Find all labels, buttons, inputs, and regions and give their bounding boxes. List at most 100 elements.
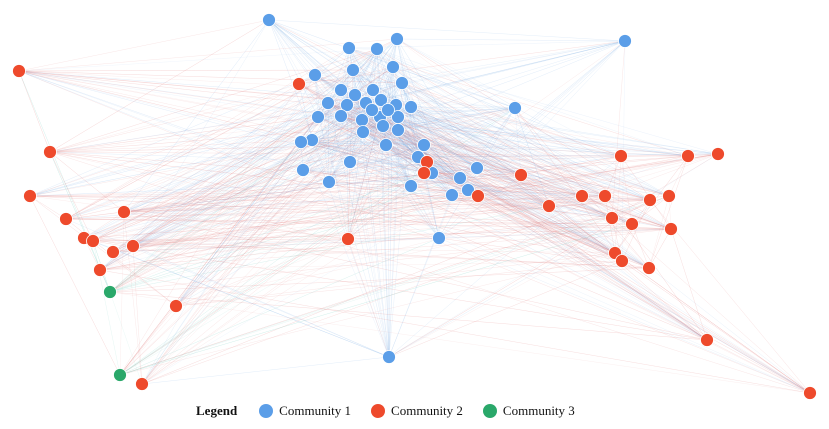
edge (112, 102, 329, 253)
legend-title: Legend (196, 403, 238, 418)
edge (396, 38, 626, 42)
edge (340, 115, 522, 176)
edge (396, 38, 419, 158)
edge (385, 144, 425, 174)
edge (388, 177, 461, 358)
edge (361, 119, 670, 197)
edge (29, 115, 342, 197)
edge (621, 260, 811, 394)
edge (29, 185, 412, 197)
edge (317, 116, 425, 146)
edge (340, 115, 412, 187)
node-community-2 (681, 149, 695, 163)
node-community-2 (93, 263, 107, 277)
edge (132, 195, 670, 247)
edge (300, 141, 330, 183)
edge (99, 269, 811, 394)
edge (29, 195, 67, 220)
edge (348, 47, 367, 104)
edge (175, 74, 316, 307)
edge (397, 107, 516, 131)
edge (99, 69, 354, 271)
edge (119, 237, 440, 376)
edge (119, 139, 313, 376)
node-community-2 (12, 64, 26, 78)
edge (397, 129, 613, 219)
edge (396, 38, 606, 197)
node-community-3 (103, 285, 117, 299)
edge (123, 181, 330, 213)
edge (376, 48, 516, 109)
node-community-2 (59, 212, 73, 226)
edge (83, 156, 419, 239)
edge (372, 40, 626, 91)
edge (119, 102, 329, 376)
edge (397, 116, 419, 158)
edge (302, 156, 419, 171)
edge (99, 107, 516, 271)
edge (397, 107, 516, 118)
node-community-1 (294, 135, 308, 149)
edge (467, 189, 616, 254)
edge (340, 115, 650, 269)
edge (65, 167, 478, 220)
edge (109, 119, 363, 293)
edge (132, 104, 348, 247)
edge (49, 151, 351, 163)
edge (380, 99, 516, 109)
edge (123, 172, 433, 213)
edge (99, 109, 373, 271)
edge (92, 104, 348, 242)
edge (431, 172, 811, 394)
edge (175, 195, 606, 307)
edge (362, 131, 606, 197)
edge (388, 153, 719, 358)
edge (302, 169, 651, 201)
edge (347, 144, 425, 240)
node-community-1 (445, 188, 459, 202)
edge (379, 116, 616, 254)
edge (65, 99, 382, 220)
node-community-1 (346, 63, 360, 77)
edge (175, 104, 397, 307)
edge (401, 82, 651, 201)
edge (141, 156, 419, 385)
edge (109, 131, 364, 293)
edge (382, 125, 425, 146)
edge (49, 102, 367, 153)
edge (109, 291, 143, 385)
edge (396, 38, 453, 196)
edge (401, 82, 550, 207)
edge (401, 82, 672, 230)
edge (346, 47, 350, 106)
node-community-2 (126, 239, 140, 253)
edge (141, 89, 374, 385)
edge (112, 161, 428, 253)
edge (467, 174, 522, 191)
edge (410, 106, 606, 197)
edge (302, 169, 623, 262)
node-community-1 (390, 32, 404, 46)
edge (417, 156, 623, 262)
node-community-1 (355, 113, 369, 127)
edge (49, 139, 313, 153)
edge (327, 102, 390, 358)
edge (29, 189, 469, 197)
edges-layer (18, 19, 811, 394)
edge (380, 40, 626, 101)
node-community-2 (598, 189, 612, 203)
edge (268, 19, 651, 201)
edge (467, 189, 623, 262)
edge (18, 70, 811, 394)
edge (349, 161, 478, 169)
edge (18, 70, 469, 191)
edge (92, 181, 330, 242)
edge (614, 155, 622, 254)
edge (29, 139, 313, 197)
edge (49, 151, 94, 242)
edge (397, 129, 440, 239)
edge (268, 19, 316, 76)
edge (92, 240, 708, 341)
edge (423, 172, 522, 176)
